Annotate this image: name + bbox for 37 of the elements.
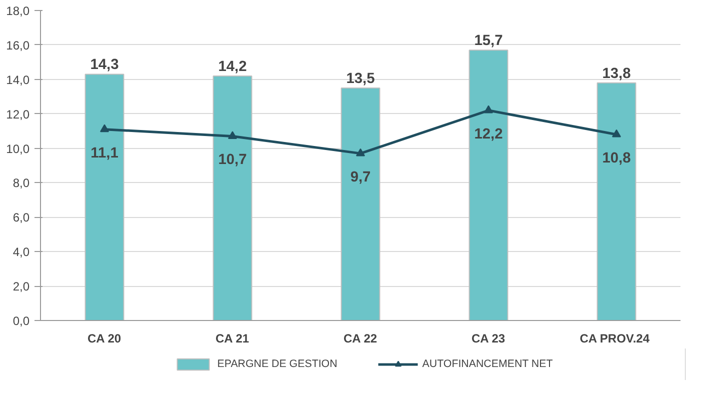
x-tick-label: CA 23 [471,332,506,346]
data-label: 13,8 [602,66,631,82]
y-tick-label: 18,0 [6,4,30,18]
x-tick-label: CA 22 [343,332,378,346]
x-tick-label: CA PROV.24 [580,332,650,346]
point [484,105,493,114]
data-label: 13,5 [346,71,375,87]
y-tick-label: 12,0 [6,107,30,122]
legend-label: AUTOFINANCEMENT NET [422,358,553,370]
point [100,124,109,132]
bar [596,82,636,320]
y-tick-label: 14,0 [6,72,30,87]
y-tick-label: 2,0 [12,280,30,294]
bar [340,88,380,320]
x-tick-label: CA 21 [215,332,250,346]
bar [468,50,508,320]
data-label: 14,3 [90,57,119,74]
data-label: 14,2 [218,58,247,75]
y-tick-label: 8,0 [12,176,30,190]
data-label: 10,8 [602,150,631,166]
point [612,129,621,138]
data-label: 15,7 [474,33,503,50]
bar [212,75,252,320]
data-label: 9,7 [350,169,371,186]
data-label: 11,1 [90,145,118,162]
data-label: 10,7 [218,152,247,168]
bar [84,74,124,320]
y-tick-label: 0,0 [12,314,30,328]
y-tick-label: 10,0 [6,142,30,156]
x-tick-label: CA 20 [87,332,122,346]
point [228,131,237,140]
legend-label: EPARGNE DE GESTION [217,358,338,370]
y-tick-label: 6,0 [12,210,30,225]
y-tick-label: 4,0 [12,245,30,260]
data-label: 12,2 [474,126,503,142]
point [356,148,365,156]
y-tick-label: 16,0 [6,38,30,52]
